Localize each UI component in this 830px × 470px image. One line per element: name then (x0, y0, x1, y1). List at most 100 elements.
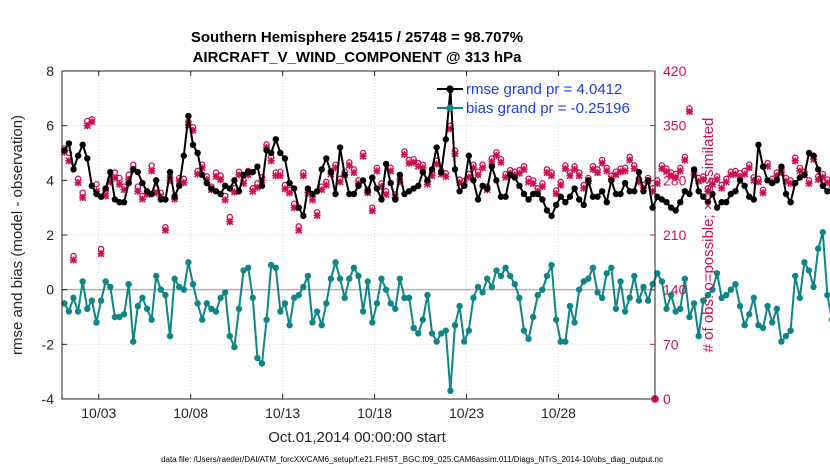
bias-point (773, 305, 781, 312)
bias-point (70, 294, 77, 302)
rmse-point (580, 201, 587, 209)
bias-point (529, 313, 537, 321)
y2-tick-label: 280 (663, 172, 687, 188)
bias-point (764, 302, 771, 310)
obs-assimilated-marker (134, 187, 142, 195)
rmse-point (148, 190, 155, 198)
bias-point (589, 264, 597, 271)
rmse-point (603, 199, 610, 206)
rmse-point (70, 166, 77, 173)
bias-point (769, 319, 776, 326)
bias-point (534, 291, 541, 299)
bias-point (327, 275, 335, 282)
bias-point (667, 291, 675, 299)
rmse-point (575, 196, 583, 203)
rmse-point (700, 193, 707, 200)
rmse-point (369, 174, 376, 181)
bias-point (249, 294, 256, 302)
rmse-point (516, 182, 523, 189)
rmse-point (456, 188, 463, 195)
bias-point (203, 300, 211, 307)
rmse-point (189, 141, 197, 148)
rmse-point (792, 179, 799, 187)
bias-point (433, 338, 440, 345)
bias-point (552, 316, 560, 323)
x-axis-label: Oct.01,2014 00:00:00 start (268, 429, 446, 446)
rmse-point (267, 149, 275, 157)
y-tick-label: 0 (46, 282, 54, 298)
bias-point (644, 297, 652, 304)
obs-assimilated-marker (548, 172, 556, 180)
bias-point (254, 354, 261, 362)
bias-point (778, 338, 785, 345)
rmse-point (461, 182, 468, 189)
rmse-point (212, 188, 220, 195)
x-axis-ticks: 10/03 10/08 10/13 10/18 10/23 10/28 (81, 71, 576, 421)
bias-point (369, 319, 376, 326)
bias-point (392, 305, 399, 312)
rmse-point (465, 152, 473, 159)
rmse-point (479, 182, 486, 189)
obs-assimilated-marker (570, 165, 579, 173)
rmse-point (217, 190, 224, 198)
obs-assimilated-marker (593, 168, 602, 177)
bias-point (695, 332, 702, 340)
rmse-point (350, 190, 358, 198)
rmse-point (415, 182, 422, 189)
bias-point (612, 305, 620, 312)
obs-assimilated-marker (221, 196, 229, 204)
rmse-point (153, 177, 160, 184)
obs-assimilated-marker (479, 164, 487, 172)
rmse-point (254, 163, 261, 170)
bias-point (700, 297, 707, 304)
y2-tick-label: 140 (663, 282, 687, 298)
obs-assimilated-marker (515, 169, 523, 177)
rmse-point (773, 177, 781, 184)
rmse-point (502, 193, 509, 200)
bias-point (226, 332, 233, 340)
obs-assimilated-marker (345, 161, 353, 170)
rmse-point (341, 171, 348, 179)
bias-point (506, 272, 514, 280)
bias-point (405, 294, 413, 302)
obs-assimilated-marker (718, 184, 726, 192)
bias-point (277, 308, 284, 315)
rmse-point (194, 149, 201, 157)
rmse-point (130, 166, 137, 173)
obs-layer (60, 105, 830, 403)
rmse-point (644, 177, 652, 184)
obs-assimilated-marker (676, 167, 684, 175)
rmse-point (814, 166, 822, 173)
rmse-point (617, 190, 624, 198)
rmse-point (631, 188, 638, 195)
bias-point (640, 283, 647, 291)
bias-point (488, 283, 496, 291)
bias-point (819, 229, 826, 236)
rmse-point (84, 155, 91, 162)
bias-point (359, 308, 367, 315)
rmse-point (474, 196, 482, 203)
y2-tick-label: 0 (663, 391, 671, 407)
obs-assimilated-marker (308, 196, 317, 204)
rmse-point (162, 196, 169, 203)
bias-point (603, 270, 610, 277)
bias-point (681, 275, 689, 282)
rmse-point (318, 166, 325, 173)
x-tick-label: 10/08 (173, 405, 208, 421)
bias-point (139, 294, 146, 302)
bias-point (415, 330, 422, 337)
obs-assimilated-marker (217, 175, 225, 184)
rmse-point (723, 199, 730, 206)
bias-point (396, 275, 404, 282)
rmse-point (120, 199, 128, 206)
rmse-point (787, 199, 794, 206)
rmse-point (240, 171, 247, 179)
obs-assimilated-marker (88, 118, 96, 126)
rmse-point (378, 196, 385, 203)
bias-point (171, 275, 178, 282)
rmse-point (557, 193, 564, 200)
bias-point (497, 272, 505, 280)
rmse-point (428, 166, 436, 173)
bias-point (451, 322, 459, 329)
